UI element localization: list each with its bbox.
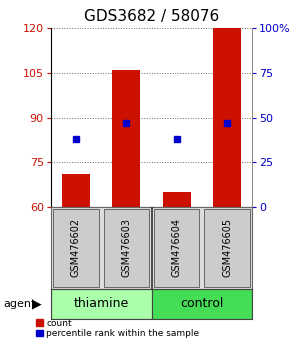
- Bar: [154, 209, 200, 287]
- Bar: [163, 192, 191, 207]
- Text: GSM476605: GSM476605: [222, 218, 232, 278]
- Bar: [104, 209, 149, 287]
- Bar: [204, 209, 250, 287]
- Text: GSM476603: GSM476603: [121, 218, 131, 277]
- Title: GDS3682 / 58076: GDS3682 / 58076: [84, 9, 219, 24]
- Legend: count, percentile rank within the sample: count, percentile rank within the sample: [36, 319, 199, 338]
- Text: GSM476604: GSM476604: [172, 218, 182, 277]
- Bar: [62, 174, 90, 207]
- Text: control: control: [180, 297, 224, 310]
- Bar: [51, 289, 152, 319]
- Text: thiamine: thiamine: [73, 297, 129, 310]
- Text: agent: agent: [3, 298, 35, 309]
- Bar: [113, 70, 140, 207]
- Bar: [213, 28, 241, 207]
- Text: GSM476602: GSM476602: [71, 218, 81, 278]
- Bar: [53, 209, 99, 287]
- Bar: [152, 289, 252, 319]
- Text: ▶: ▶: [32, 297, 42, 310]
